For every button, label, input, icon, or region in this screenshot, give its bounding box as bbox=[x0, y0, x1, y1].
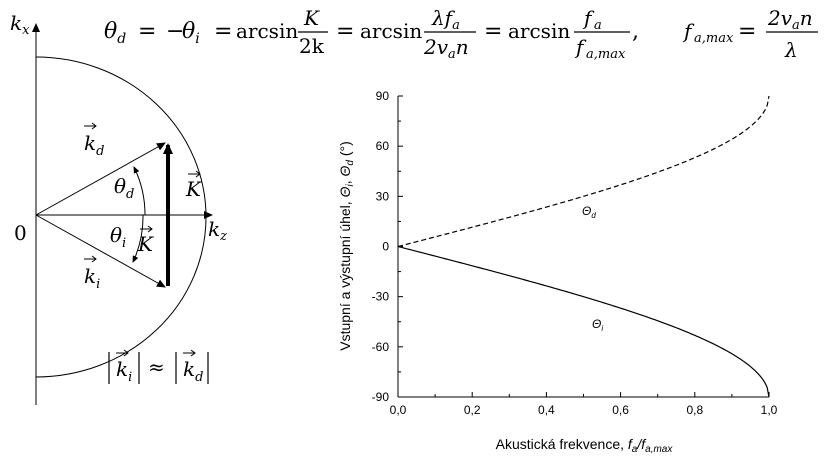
k-small-arrow-accent-icon bbox=[140, 225, 153, 233]
kd-label: kd bbox=[84, 122, 104, 159]
y-tick-label: 60 bbox=[376, 139, 390, 153]
x-tick-label: 0,8 bbox=[686, 403, 703, 417]
wavevector-circle bbox=[35, 56, 207, 378]
modulus-relation: ki ≈ kd bbox=[108, 349, 209, 385]
eq-frac3-den-sub: a,max bbox=[586, 47, 626, 62]
ki-arrow-accent-icon bbox=[84, 255, 97, 263]
eq-frac3-num-sub: a bbox=[594, 18, 602, 33]
eq-equals-3: = bbox=[336, 19, 354, 44]
x-tick-label: 0,6 bbox=[612, 403, 629, 417]
ki-label: ki bbox=[84, 255, 100, 292]
y-tick-label: 30 bbox=[376, 189, 390, 203]
eq-equals-5: = bbox=[738, 19, 756, 44]
eq-equals-1: = bbox=[138, 19, 156, 44]
theta-i-arc bbox=[132, 214, 144, 263]
x-tick-label: 0,0 bbox=[390, 403, 407, 417]
eq-frac1-num: K bbox=[303, 6, 320, 30]
y-axis-label: Vstupní a výstupní úhel, Θi, Θd (°) bbox=[337, 141, 356, 351]
eq-frac1-den: 2k bbox=[299, 34, 325, 58]
svg-text:kd: kd bbox=[84, 131, 104, 159]
kz-label: kz bbox=[208, 217, 227, 244]
x-tick-label: 1,0 bbox=[761, 403, 778, 417]
series-line-theta-d bbox=[397, 95, 770, 248]
kd-vector bbox=[35, 142, 166, 216]
k-big-arrow-accent-icon bbox=[188, 170, 201, 178]
eq-theta-i: θi bbox=[182, 19, 200, 47]
eq-equals-2: = bbox=[214, 19, 232, 44]
wave-vector-diagram: kx kz 0 kd ki θd θi K K bbox=[10, 11, 227, 405]
modulus-right-arrow-accent-icon bbox=[183, 349, 196, 357]
theta-i-label: θi bbox=[110, 223, 126, 251]
series-line-theta-i bbox=[397, 245, 770, 398]
k-big-label: K bbox=[185, 170, 202, 201]
theta-d-label: θd bbox=[114, 174, 134, 202]
y-tick-label: 90 bbox=[376, 89, 390, 103]
eq-arcsin-1: arcsin bbox=[236, 19, 298, 43]
eq-fmax-lhs-sub: a,max bbox=[694, 31, 734, 46]
eq-minus: − bbox=[166, 19, 184, 44]
y-tick-label: -30 bbox=[372, 290, 390, 304]
equation: θd = − θi = arcsin K 2k = arcsin λfa 2va… bbox=[104, 6, 818, 62]
eq-comma: , bbox=[632, 19, 639, 44]
svg-text:≈: ≈ bbox=[148, 355, 165, 379]
eq-frac2-num: λfa bbox=[431, 6, 460, 33]
svg-text:ki: ki bbox=[116, 357, 132, 385]
eq-frac2-den: 2van bbox=[423, 35, 469, 62]
series-layer bbox=[397, 95, 770, 398]
svg-text:K: K bbox=[137, 232, 154, 256]
svg-text:K: K bbox=[185, 177, 202, 201]
series-label-theta-i: Θi bbox=[592, 317, 603, 333]
eq-equals-4: = bbox=[484, 19, 502, 44]
eq-frac4-den: λ bbox=[784, 38, 798, 62]
modulus-left-arrow-accent-icon bbox=[116, 349, 129, 357]
y-tick-label: 0 bbox=[382, 240, 389, 254]
eq-arcsin-2: arcsin bbox=[360, 19, 422, 43]
kx-label: kx bbox=[10, 11, 30, 38]
y-tick-label: -90 bbox=[372, 390, 390, 404]
angle-chart: 0,0 0,2 0,4 0,6 0,8 1,0 90 60 30 0 -30 -60 -90 Θd Θ… bbox=[337, 89, 778, 455]
svg-text:ki: ki bbox=[84, 264, 100, 292]
x-tick-label: 0,2 bbox=[464, 403, 481, 417]
y-tick-label: -60 bbox=[372, 340, 390, 354]
kd-arrow-accent-icon bbox=[84, 122, 97, 130]
eq-frac4-num: 2van bbox=[767, 6, 813, 33]
eq-arcsin-3: arcsin bbox=[508, 19, 570, 43]
theta-d-arc bbox=[133, 166, 146, 216]
series-label-theta-d: Θd bbox=[582, 204, 596, 220]
k-small-label: K bbox=[137, 225, 154, 256]
x-ticks: 0,0 0,2 0,4 0,6 0,8 1,0 bbox=[390, 392, 778, 417]
svg-text:kd: kd bbox=[183, 357, 203, 385]
x-tick-label: 0,4 bbox=[538, 403, 555, 417]
x-axis-label: Akustická frekvence, fa/fa,max bbox=[496, 436, 674, 455]
eq-theta-d: θd bbox=[104, 19, 126, 47]
origin-label: 0 bbox=[14, 221, 27, 245]
y-ticks: 90 60 30 0 -30 -60 -90 bbox=[372, 89, 403, 404]
ki-vector bbox=[35, 214, 166, 288]
